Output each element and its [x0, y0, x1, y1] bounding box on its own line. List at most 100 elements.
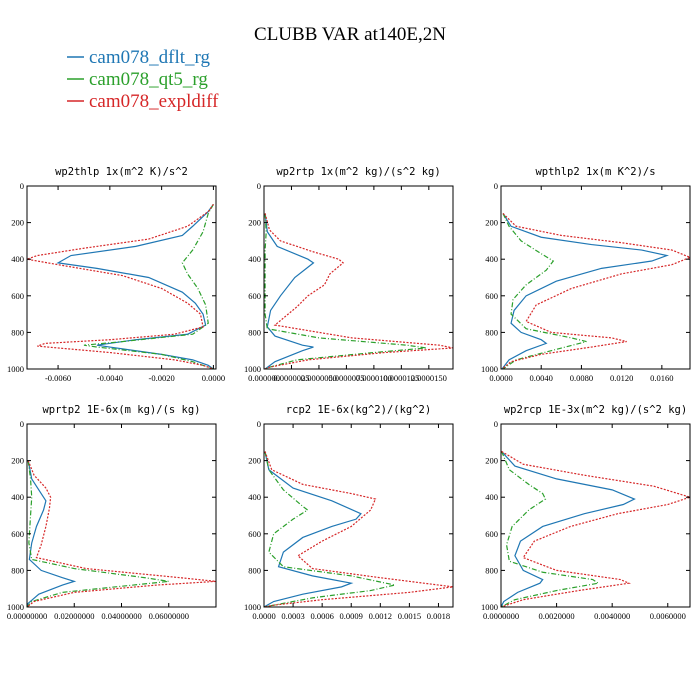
y-tick-label: 200	[11, 218, 24, 228]
y-tick-label: 400	[485, 254, 498, 264]
y-tick-label: 800	[485, 327, 498, 337]
x-tick-label: 0.0000	[202, 373, 225, 383]
y-tick-label: 0	[494, 181, 498, 191]
y-tick-label: 1000	[244, 602, 261, 612]
figure-title: CLUBB VAR at140E,2N	[254, 24, 446, 45]
x-tick-label: -0.0020	[149, 373, 175, 383]
panels: wp2thlp 1x(m^2 K)/s^2 0 200 400 600 800 1000 -0…	[7, 166, 691, 621]
y-tick-label: 600	[485, 529, 498, 539]
series-line-cam078_expldiff	[501, 213, 690, 369]
panel-5: rcp2 1E-6x(kg^2)/(kg^2) 0 200 400 600 800 1000…	[244, 404, 454, 621]
x-tick-label: 0.0000025	[273, 373, 309, 383]
y-tick-label: 200	[248, 218, 261, 228]
y-tick-label: 200	[11, 456, 24, 466]
series-line-cam078_dflt_rg	[501, 451, 636, 607]
series-line-cam078_expldiff	[264, 213, 453, 369]
y-tick-label: 800	[11, 327, 24, 337]
series-line-cam078_qt5_rg	[264, 213, 427, 369]
y-tick-label: 1000	[244, 364, 261, 374]
y-tick-label: 1000	[7, 364, 24, 374]
series-line-cam078_dflt_rg	[27, 460, 77, 607]
series-line-cam078_qt5_rg	[264, 451, 395, 607]
series-line-cam078_qt5_rg	[27, 460, 169, 607]
y-tick-label: 0	[20, 419, 24, 429]
legend-label: cam078_expldiff	[89, 91, 219, 112]
y-tick-label: 800	[248, 565, 261, 575]
x-tick-label: 0.0003	[281, 611, 304, 621]
x-tick-label: 0.04000000	[101, 611, 141, 621]
x-tick-label: 0.06000000	[149, 611, 189, 621]
y-tick-label: 600	[248, 291, 261, 301]
y-tick-label: 400	[11, 492, 24, 502]
panel-title: wpthlp2 1x(m K^2)/s	[535, 166, 655, 178]
plot-frame	[500, 185, 691, 370]
legend-label: cam078_dflt_rg	[89, 47, 211, 68]
panel-title: rcp2 1E-6x(kg^2)/(kg^2)	[286, 404, 431, 416]
x-tick-label: 0.0040	[530, 373, 553, 383]
x-tick-label: 0.0015	[398, 611, 421, 621]
series-line-cam078_expldiff	[27, 203, 214, 369]
series-line-cam078_qt5_rg	[83, 204, 214, 369]
series-line-cam078_dflt_rg	[501, 213, 670, 369]
y-tick-label: 400	[248, 492, 261, 502]
panel-6: wp2rcp 1E-3x(m^2 kg)/(s^2 kg) 0 200 400 600 8…	[481, 404, 691, 621]
plot-frame	[263, 423, 454, 608]
panel-title: wprtp2 1E-6x(m kg)/(s kg)	[42, 404, 200, 416]
panel-3: wpthlp2 1x(m K^2)/s 0 200 400 600 800 1000 0.00…	[481, 166, 691, 383]
x-tick-label: -0.0040	[97, 373, 123, 383]
x-tick-label: 0.02000000	[54, 611, 94, 621]
x-tick-label: 0.0020000	[539, 611, 575, 621]
y-tick-label: 800	[248, 327, 261, 337]
x-tick-label: 0.000000	[248, 373, 280, 383]
x-tick-label: 0.0120	[610, 373, 633, 383]
x-tick-label: 0.00000000	[7, 611, 47, 621]
series-line-cam078_qt5_rg	[501, 451, 600, 607]
x-tick-label: -0.0060	[45, 373, 71, 383]
x-tick-label: 0.0000	[252, 611, 275, 621]
panel-1: wp2thlp 1x(m^2 K)/s^2 0 200 400 600 800 1000 -0…	[7, 166, 225, 383]
y-tick-label: 200	[248, 456, 261, 466]
plot-frame	[26, 185, 217, 370]
series-line-cam078_expldiff	[501, 450, 690, 607]
y-tick-label: 200	[485, 218, 498, 228]
panel-title: wp2rcp 1E-3x(m^2 kg)/(s^2 kg)	[504, 404, 687, 416]
y-tick-label: 0	[257, 181, 261, 191]
series-line-cam078_expldiff	[264, 451, 453, 607]
x-tick-label: 0.0018	[427, 611, 450, 621]
y-tick-label: 400	[11, 254, 24, 264]
y-tick-label: 600	[485, 291, 498, 301]
y-tick-label: 0	[20, 181, 24, 191]
series-line-cam078_qt5_rg	[502, 213, 587, 369]
y-tick-label: 600	[11, 529, 24, 539]
x-tick-label: 0.0000150	[411, 373, 447, 383]
y-tick-label: 1000	[481, 364, 498, 374]
legend-label: cam078_qt5_rg	[89, 69, 208, 90]
x-tick-label: 0.0000050	[301, 373, 337, 383]
y-tick-label: 600	[11, 291, 24, 301]
panel-2: wp2rtp 1x(m^2 kg)/(s^2 kg) 0 200 400 600 800 1…	[244, 166, 454, 383]
panel-title: wp2rtp 1x(m^2 kg)/(s^2 kg)	[276, 166, 440, 178]
x-tick-label: 0.0080	[570, 373, 593, 383]
x-tick-label: 0.0040000	[594, 611, 630, 621]
panel-4: wprtp2 1E-6x(m kg)/(s kg) 0 200 400 600 800 10…	[7, 404, 217, 621]
series-line-cam078_dflt_rg	[56, 203, 214, 369]
x-tick-label: 0.0006	[310, 611, 333, 621]
y-tick-label: 200	[485, 456, 498, 466]
y-tick-label: 0	[257, 419, 261, 429]
series-line-cam078_dflt_rg	[264, 451, 362, 607]
y-tick-label: 400	[248, 254, 261, 264]
plot-frame	[500, 423, 691, 608]
y-tick-label: 400	[485, 492, 498, 502]
x-tick-label: 0.0000075	[328, 373, 364, 383]
panel-title: wp2thlp 1x(m^2 K)/s^2	[55, 166, 188, 178]
y-tick-label: 0	[494, 419, 498, 429]
y-tick-label: 1000	[481, 602, 498, 612]
y-tick-label: 800	[485, 565, 498, 575]
y-tick-label: 1000	[7, 602, 24, 612]
x-tick-label: 0.0160	[650, 373, 673, 383]
x-tick-label: 0.0000125	[383, 373, 419, 383]
plot-frame	[26, 423, 217, 608]
x-tick-label: 0.0009	[340, 611, 363, 621]
x-tick-label: 0.0012	[369, 611, 392, 621]
y-tick-label: 800	[11, 565, 24, 575]
